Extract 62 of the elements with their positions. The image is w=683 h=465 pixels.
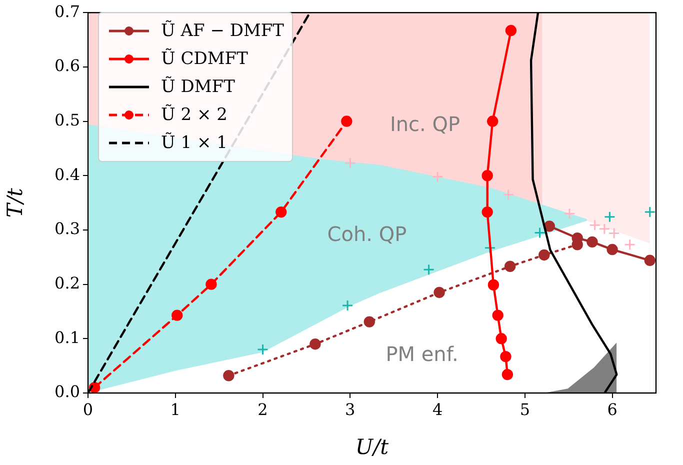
point — [606, 244, 618, 256]
point — [500, 350, 512, 362]
x-tick-label: 4 — [432, 400, 443, 419]
point — [534, 226, 546, 238]
annotation: Coh. QP — [327, 222, 407, 246]
point — [276, 206, 287, 218]
x-tick-label: 6 — [607, 400, 618, 419]
point — [496, 333, 507, 344]
point — [341, 116, 352, 127]
point — [589, 219, 601, 231]
point — [310, 338, 321, 350]
y-tick-label: 0.7 — [54, 2, 80, 21]
point — [586, 236, 598, 248]
point — [342, 300, 354, 312]
annotation: Inc. QP — [390, 112, 460, 136]
point — [488, 279, 500, 290]
x-axis-title: U/t — [355, 434, 390, 459]
legend-label: Ũ 1 × 1 — [161, 133, 228, 153]
point — [544, 220, 555, 232]
point — [172, 310, 183, 321]
y-tick-label: 0.3 — [54, 219, 80, 238]
x-tick-label: 0 — [82, 400, 94, 419]
y-axis-title: T/t — [3, 187, 28, 218]
legend-label: Ũ 2 × 2 — [161, 105, 228, 125]
annotation: PM enf. — [386, 342, 458, 366]
point — [486, 116, 498, 127]
point — [624, 238, 636, 250]
point — [644, 206, 656, 218]
x-tick-label: 5 — [520, 400, 530, 419]
point — [502, 188, 514, 200]
point — [206, 278, 217, 290]
legend-label: Ũ DMFT — [161, 77, 235, 97]
point — [504, 260, 516, 272]
point — [598, 223, 610, 235]
point — [482, 170, 493, 182]
point — [223, 370, 234, 382]
y-tick-label: 0.6 — [54, 56, 80, 76]
point — [608, 227, 620, 239]
y-tick-label: 0.1 — [54, 328, 80, 347]
point — [432, 170, 444, 182]
point — [564, 208, 576, 220]
point — [492, 310, 504, 321]
x-tick-label: 1 — [170, 400, 180, 419]
point — [423, 264, 435, 276]
point — [538, 249, 550, 261]
y-tick-label: 0.4 — [54, 164, 80, 184]
y-tick-label: 0.5 — [54, 110, 80, 130]
point — [344, 157, 356, 169]
point — [257, 344, 269, 356]
legend-label: Ũ CDMFT — [161, 49, 248, 69]
point — [482, 206, 493, 218]
point — [364, 316, 375, 328]
point — [604, 211, 616, 223]
point — [644, 254, 656, 266]
y-tick-label: 0.2 — [54, 273, 80, 292]
x-tick-label: 2 — [258, 400, 268, 419]
point — [505, 24, 517, 36]
point — [434, 286, 445, 298]
legend-label: Ũ AF − DMFT — [161, 21, 284, 41]
y-tick-label: 0.0 — [54, 382, 80, 402]
point — [502, 368, 514, 380]
x-tick-label: 3 — [345, 400, 356, 419]
